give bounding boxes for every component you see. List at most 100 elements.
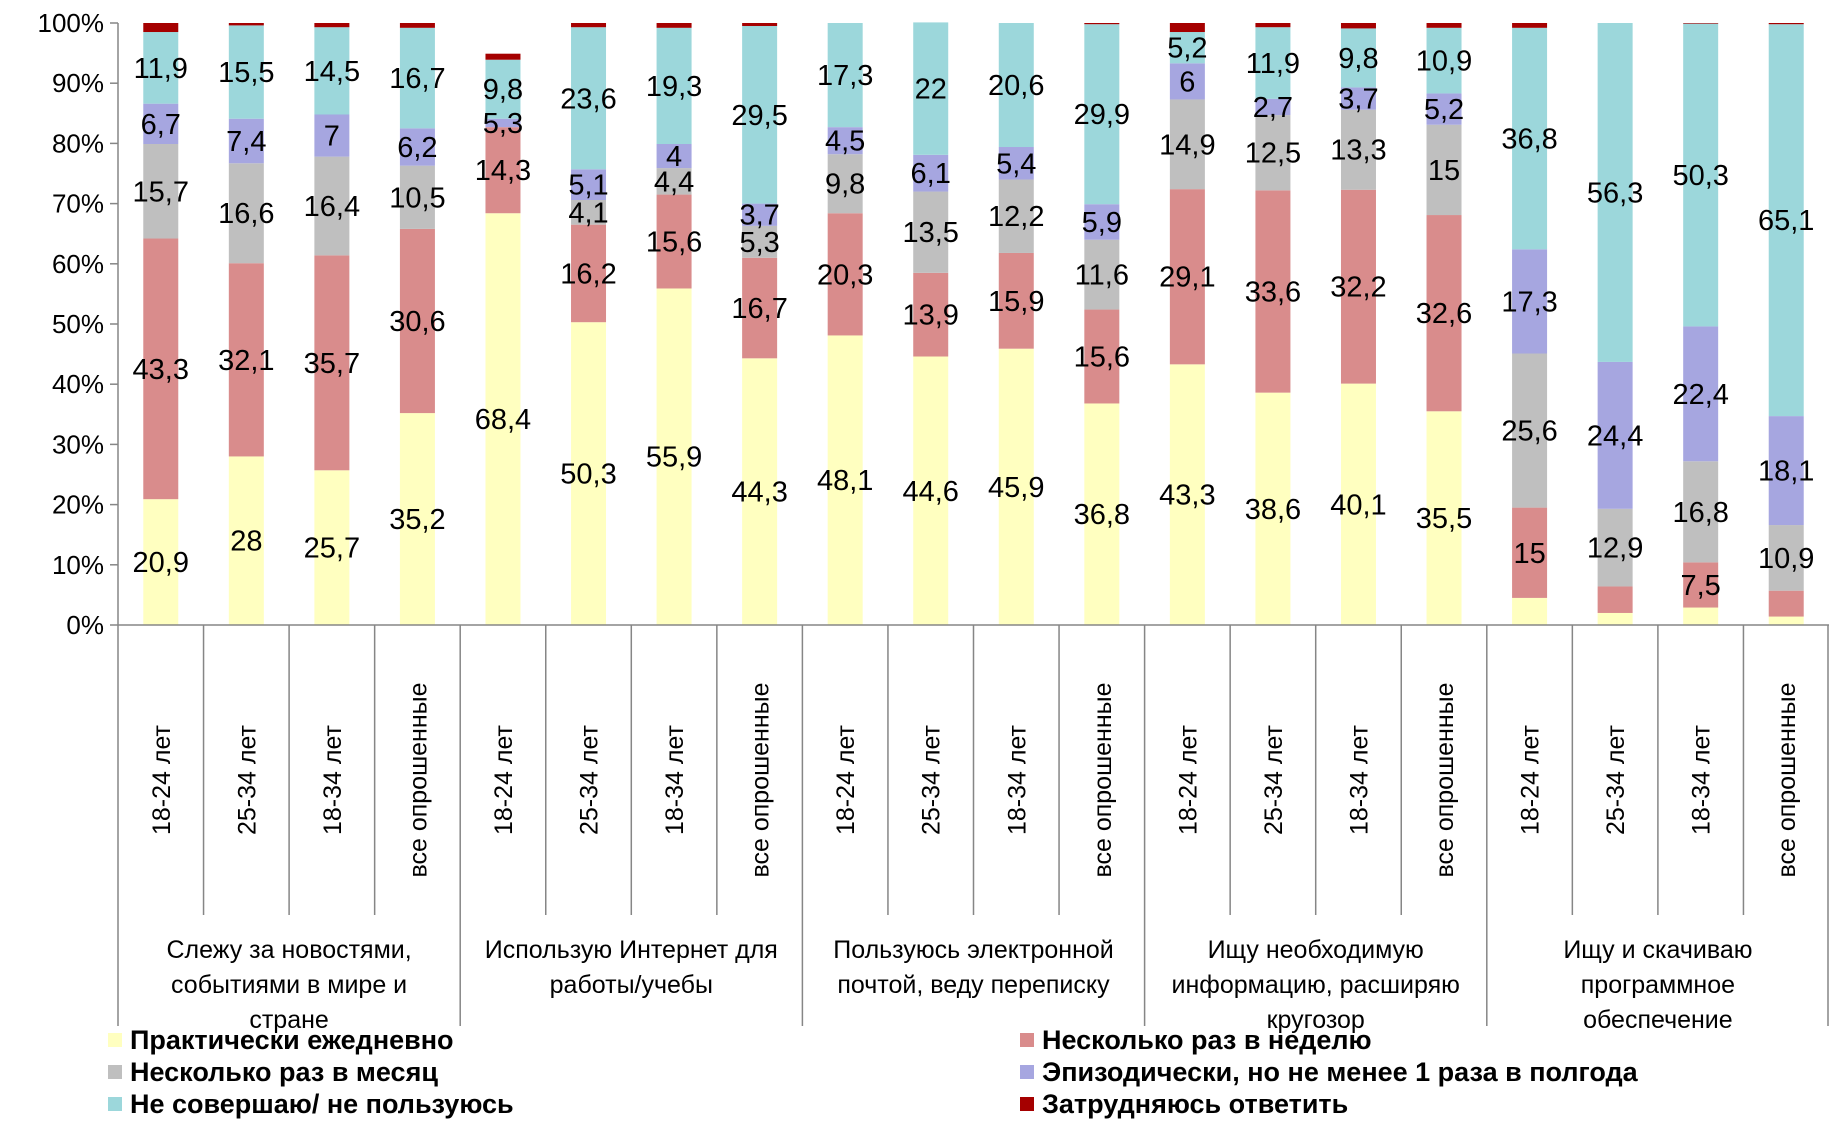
- data-label: 4,5: [825, 126, 865, 158]
- y-tick-label: 0%: [66, 610, 104, 640]
- data-label: 17,3: [1501, 286, 1557, 318]
- bar-segment: [1768, 416, 1804, 526]
- category-label: все опрошенные: [1773, 682, 1801, 877]
- group-label-line: программное: [1581, 971, 1735, 999]
- bar-segment: [314, 255, 350, 471]
- legend-label: Несколько раз в неделю: [1042, 1024, 1372, 1055]
- data-label: 5,3: [739, 227, 779, 259]
- data-label: 10,5: [389, 182, 445, 214]
- category-label: все опрошенные: [404, 682, 432, 877]
- bar-segment: [1084, 23, 1120, 25]
- bar-segment: [1084, 24, 1120, 205]
- bar-segment: [1512, 507, 1548, 598]
- legend-item: Несколько раз в неделю: [1020, 1025, 1372, 1055]
- bar-segment: [1426, 23, 1462, 28]
- bar-segment: [571, 169, 607, 200]
- bar-segment: [399, 228, 435, 414]
- group-label-line: Пользуюсь электронной: [833, 936, 1114, 964]
- bar-segment: [656, 288, 692, 625]
- bar-segment: [485, 127, 521, 214]
- bar-segment: [1683, 461, 1719, 563]
- data-label: 12,5: [1245, 138, 1301, 170]
- data-label: 4,4: [654, 166, 694, 198]
- data-label: 44,3: [731, 477, 787, 509]
- bar-segment: [1597, 23, 1633, 362]
- category-label: 18-24 лет: [832, 724, 860, 835]
- data-label: 4,1: [568, 197, 608, 229]
- category-label: 18-24 лет: [1174, 724, 1202, 835]
- bar-segment: [742, 225, 778, 258]
- data-label: 16,7: [389, 63, 445, 95]
- data-label: 35,7: [304, 348, 360, 380]
- group-label-line: обеспечение: [1583, 1006, 1733, 1034]
- bar-segment: [1426, 27, 1462, 94]
- data-label: 32,1: [218, 345, 274, 377]
- data-label: 38,6: [1245, 494, 1301, 526]
- group-label: Пользуюсь электронной почтой, веду перепи…: [833, 936, 1114, 999]
- bar-segment: [1169, 23, 1205, 33]
- y-tick-label: 60%: [52, 249, 104, 279]
- bar-segment: [1683, 607, 1719, 625]
- data-label: 22: [915, 74, 947, 106]
- legend-item: Практически ежедневно: [108, 1025, 454, 1055]
- data-label: 9,8: [483, 74, 523, 106]
- bar-segment: [1255, 98, 1291, 116]
- bar-segment: [1512, 353, 1548, 508]
- bar-segment: [1683, 562, 1719, 608]
- category-label: 18-34 лет: [1003, 724, 1031, 835]
- y-tick-label: 20%: [52, 490, 104, 520]
- bar-segment: [228, 118, 264, 164]
- data-label: 36,8: [1074, 499, 1130, 531]
- bar-segment: [228, 23, 264, 26]
- legend-item: Не совершаю/ не пользуюсь: [108, 1089, 514, 1119]
- data-label: 5,2: [1167, 33, 1207, 65]
- bar-segment: [913, 22, 949, 155]
- bar-segment: [1597, 586, 1633, 613]
- legend-swatch: [1020, 1097, 1034, 1111]
- bar-segment: [1512, 23, 1548, 28]
- bar-segment: [1340, 189, 1376, 384]
- data-label: 29,1: [1159, 262, 1215, 294]
- bar-segment: [143, 499, 179, 625]
- bar-segment: [485, 213, 521, 625]
- category-label: 18-34 лет: [319, 724, 347, 835]
- bar-segment: [228, 163, 264, 264]
- data-label: 5,1: [568, 170, 608, 202]
- bar-segment: [143, 32, 179, 104]
- bar-segment: [913, 154, 949, 192]
- category-label: 25-34 лет: [1602, 724, 1630, 835]
- category-label: все опрошенные: [747, 682, 775, 877]
- data-label: 13,5: [902, 217, 958, 249]
- bar-segment: [827, 127, 863, 155]
- bar-segment: [228, 25, 264, 119]
- data-label: 9,8: [825, 169, 865, 201]
- legend-label: Затрудняюсь ответить: [1042, 1088, 1349, 1119]
- bar-segment: [1340, 109, 1376, 190]
- group-label-line: Использую Интернет для: [485, 936, 778, 964]
- data-label: 9,8: [1338, 43, 1378, 75]
- data-label: 44,6: [902, 476, 958, 508]
- data-label: 5,9: [1082, 207, 1122, 239]
- data-labels: 20,9 43,3 15,7 6,7 11,9 28 32,1 16,6 7,4 15,5 25,7…: [133, 33, 1815, 602]
- bar-segment: [228, 263, 264, 457]
- bar-segment: [399, 128, 435, 166]
- data-label: 11,9: [1246, 48, 1300, 80]
- data-label: 29,5: [731, 100, 787, 132]
- bar-segment: [913, 356, 949, 625]
- group-label-line: информацию, расширяю: [1171, 971, 1459, 999]
- data-label: 5,2: [1424, 94, 1464, 126]
- group-label-line: работы/учебы: [550, 971, 713, 999]
- legend-swatch: [108, 1033, 122, 1047]
- bar-segment: [1512, 249, 1548, 354]
- bar-segment: [314, 27, 350, 115]
- legend-item: Затрудняюсь ответить: [1020, 1089, 1348, 1119]
- data-label: 29,9: [1074, 99, 1130, 131]
- category-label: все опрошенные: [1089, 682, 1117, 877]
- bar-segment: [571, 322, 607, 625]
- data-label: 20,6: [988, 70, 1044, 102]
- bar-segment: [1084, 204, 1120, 240]
- data-label: 10,9: [1416, 46, 1472, 78]
- bar-segment: [1597, 361, 1633, 509]
- bar-segment: [1255, 27, 1291, 99]
- data-label: 15,7: [133, 176, 189, 208]
